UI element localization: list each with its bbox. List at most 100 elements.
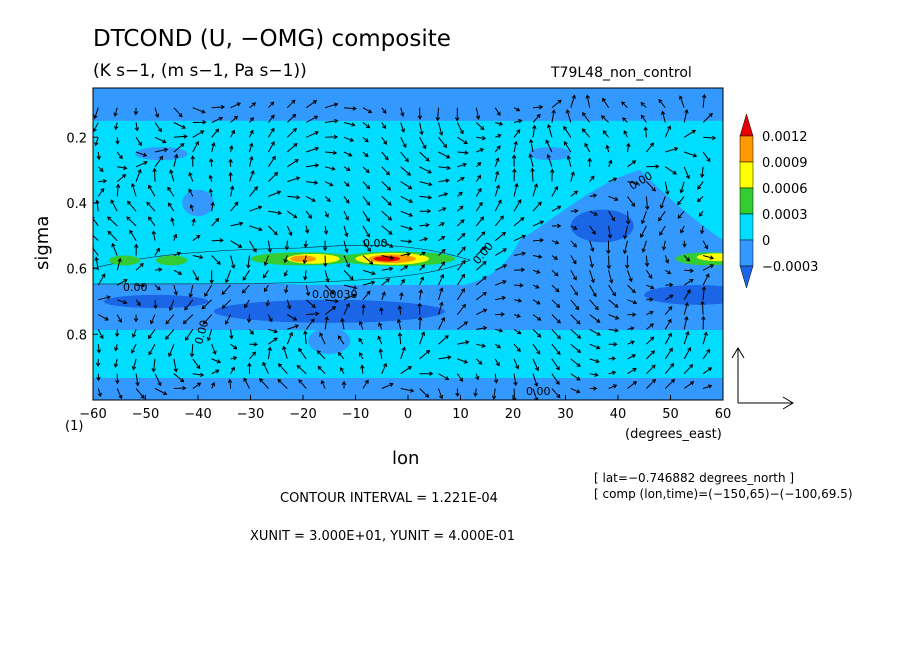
wind-vector (249, 342, 258, 347)
colorbar-label: −0.0003 (762, 260, 818, 275)
wind-vector (495, 328, 504, 333)
wind-vector (247, 362, 252, 374)
wind-vector (324, 270, 330, 283)
wind-vector (283, 270, 288, 277)
wind-vector (396, 318, 402, 330)
wind-vector (551, 223, 562, 229)
wind-vector (457, 205, 464, 212)
wind-vector (608, 159, 613, 167)
wind-vector (173, 107, 183, 118)
wind-vector (682, 240, 687, 248)
wind-vector (683, 289, 691, 301)
wind-vector (192, 120, 207, 125)
chart-title: DTCOND (U, −OMG) composite (93, 26, 451, 52)
wind-vector (249, 169, 255, 182)
colorbar-label: 0.0009 (762, 156, 808, 171)
wind-vector (589, 225, 596, 235)
wind-vector (513, 119, 523, 124)
wind-vector (323, 225, 329, 235)
wind-vector (589, 343, 601, 350)
wind-vector (133, 107, 139, 116)
wind-vector (570, 284, 578, 296)
wind-vector (646, 284, 655, 290)
wind-vector (627, 381, 638, 389)
wind-vector (230, 240, 243, 248)
wind-vector (358, 320, 364, 330)
wind-vector (701, 93, 707, 108)
wind-vector (228, 158, 233, 167)
wind-vector (683, 330, 690, 345)
y-tick-label: 0.6 (66, 263, 87, 278)
wind-vector (131, 183, 137, 197)
wind-vector (169, 169, 175, 182)
wind-vector (589, 255, 594, 269)
wind-vector (646, 336, 655, 345)
wind-vector (476, 135, 487, 141)
wind-vector (419, 166, 432, 174)
wind-vector (513, 343, 521, 352)
wind-vector (268, 337, 278, 345)
wind-vector (296, 364, 307, 375)
wind-vector (230, 221, 244, 227)
wind-vector (211, 142, 216, 153)
wind-vector (589, 210, 598, 216)
wind-vector (400, 278, 405, 286)
wind-vector (475, 260, 487, 271)
wind-vector (116, 174, 127, 182)
wind-vector (98, 295, 111, 301)
wind-vector (683, 129, 697, 138)
wind-vector (664, 378, 676, 389)
wind-vector (343, 269, 354, 281)
wind-vector (551, 255, 558, 260)
wind-vector (305, 284, 311, 297)
wind-vector (189, 204, 194, 212)
wind-vector (343, 225, 349, 238)
wind-vector (419, 181, 433, 187)
contour-label: 0.00 (123, 281, 148, 294)
wind-vector (664, 181, 670, 196)
colorbar-swatch (739, 213, 754, 241)
wind-vector (93, 216, 99, 227)
wind-vector (151, 230, 157, 241)
wind-vector (495, 312, 505, 317)
wind-vector (551, 185, 558, 197)
wind-vector (96, 344, 102, 354)
wind-vector (249, 351, 257, 360)
wind-vector (702, 331, 708, 345)
wind-vector (343, 255, 350, 268)
wind-vector (589, 175, 595, 182)
wind-vector (115, 183, 121, 197)
wind-vector (204, 284, 213, 297)
wind-vector (608, 284, 616, 297)
wind-vector (438, 373, 450, 381)
wind-vector (154, 284, 161, 291)
wind-vector (192, 234, 201, 242)
wind-vector (643, 126, 648, 138)
chart-subtitle: (K s−1, (m s−1, Pa s−1)) (93, 61, 307, 81)
wind-vector (192, 372, 205, 378)
wind-vector (513, 373, 518, 387)
wind-vector (287, 210, 298, 219)
wind-vector (475, 246, 487, 256)
wind-vector (494, 145, 501, 153)
wind-vector (148, 343, 156, 356)
wind-vector (268, 190, 282, 197)
wind-vector (551, 388, 561, 399)
colorbar-label: 0.0003 (762, 208, 808, 223)
wind-vector (622, 117, 628, 123)
wind-vector (417, 107, 423, 120)
wind-vector (475, 161, 482, 168)
wind-vector (191, 218, 196, 226)
wind-vector (221, 299, 231, 309)
wind-vector (664, 362, 675, 375)
wind-vector (512, 168, 517, 182)
wind-vector (683, 381, 695, 389)
wind-vector (551, 329, 561, 340)
wind-vector (230, 356, 238, 361)
wind-vector (107, 230, 118, 242)
y-axis-ticks: 0.2 0.4 0.6 0.8 (66, 131, 98, 343)
wind-vector (267, 141, 275, 153)
wind-vector (322, 240, 328, 252)
x-tick-label: −40 (184, 407, 211, 422)
wind-vector (362, 225, 370, 238)
